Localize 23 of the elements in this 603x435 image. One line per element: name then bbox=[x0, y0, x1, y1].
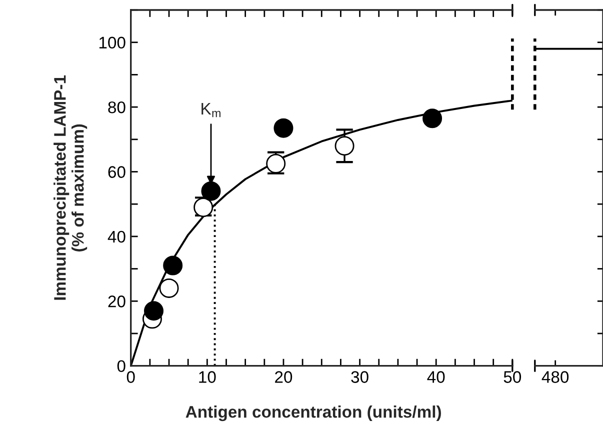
point bbox=[274, 118, 294, 138]
y-tick-label: 0 bbox=[117, 360, 126, 372]
x-tick-label: 30 bbox=[351, 371, 368, 383]
x-tick-label: 480 bbox=[542, 371, 569, 383]
x-tick-label: 10 bbox=[199, 371, 216, 383]
point bbox=[201, 181, 221, 201]
y-tick-label: 60 bbox=[108, 166, 126, 178]
point bbox=[334, 136, 354, 156]
y-axis-title: Immunoprecipitated LAMP-1 (% of maximum) bbox=[54, 75, 88, 300]
x-tick-label: 0 bbox=[126, 371, 135, 383]
point bbox=[163, 256, 183, 276]
x-tick-label: 50 bbox=[504, 371, 522, 383]
point bbox=[159, 278, 179, 298]
y-tick-label: 80 bbox=[108, 101, 126, 114]
x-axis-title: Antigen concentration (units/ml) bbox=[186, 406, 441, 422]
x-tick-label: 20 bbox=[275, 371, 292, 383]
annotation: K$_{m}$ bbox=[202, 103, 220, 118]
y-tick-label: 20 bbox=[108, 296, 126, 308]
x-tick-label: 40 bbox=[427, 371, 445, 383]
y-tick-label: 40 bbox=[108, 230, 126, 243]
y-tick-label: 100 bbox=[99, 36, 126, 49]
point bbox=[144, 301, 164, 321]
point bbox=[422, 108, 442, 128]
